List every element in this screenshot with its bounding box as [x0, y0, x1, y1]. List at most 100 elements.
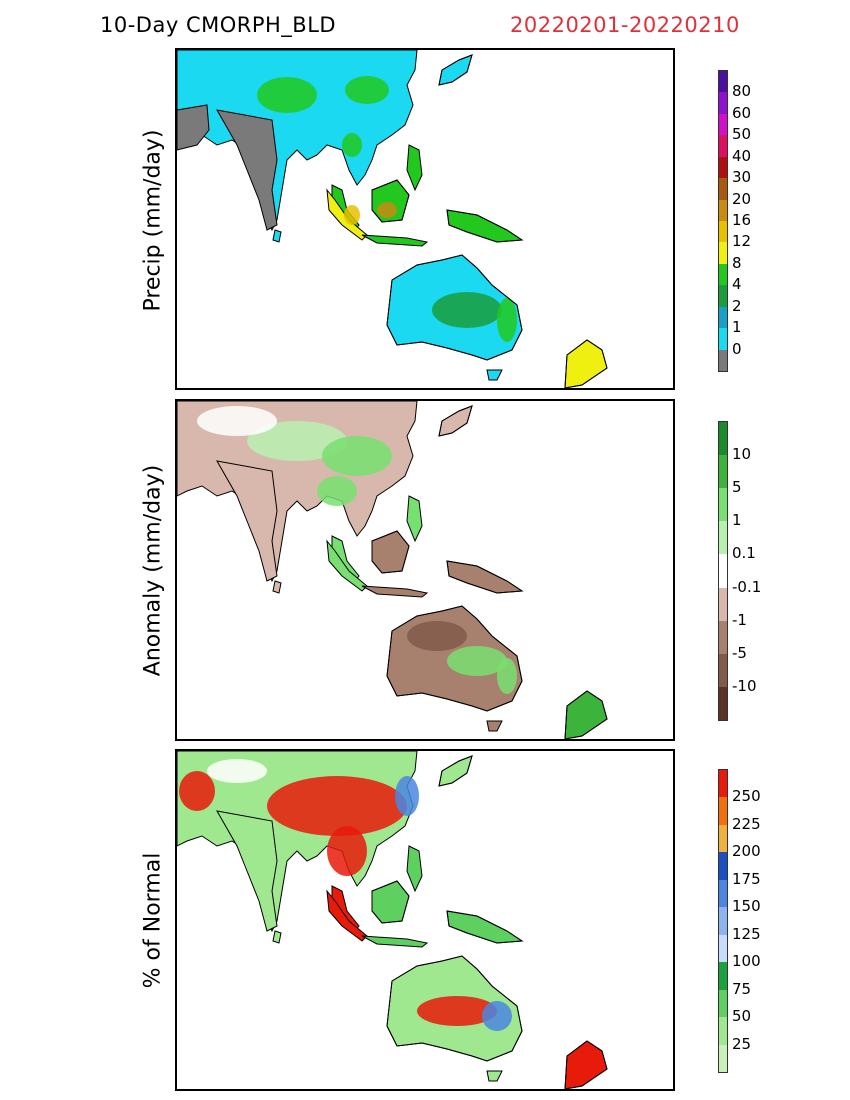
coastline-nz [564, 1040, 608, 1089]
precip-region [257, 77, 317, 113]
landmass-sumatra [326, 539, 368, 592]
map-title: 10-Day CMORPH_BLD [100, 13, 337, 37]
anomaly-map-canvas [177, 401, 673, 739]
colorbar-label: 50 [732, 1007, 752, 1026]
colorbar-segment [719, 349, 727, 371]
precip-region [482, 1001, 512, 1031]
colorbar-label: 1 [732, 511, 742, 530]
coastline-borneo [371, 880, 410, 924]
precip-region [407, 621, 467, 651]
coastline-borneo [371, 530, 410, 574]
colorbar-segment [719, 989, 727, 1018]
colorbar-label: 0.1 [732, 544, 756, 563]
colorbar-label: 12 [732, 232, 752, 251]
colorbar-segment [719, 686, 727, 720]
precip-ylabel: Precip (mm/day) [140, 129, 166, 312]
colorbar-label: 125 [732, 924, 761, 943]
colorbar-segment [719, 554, 727, 588]
precip-region [377, 202, 397, 218]
colorbar-label: 10 [732, 445, 752, 464]
colorbar-segment [719, 221, 727, 243]
anomaly-ylabel: Anomaly (mm/day) [140, 464, 166, 677]
landmass-java [361, 234, 429, 247]
precip-region [395, 776, 419, 816]
colorbar-label: 16 [732, 211, 752, 229]
colorbar-segment [719, 907, 727, 935]
colorbar-label: 40 [732, 146, 752, 165]
coastline-australia [386, 605, 523, 712]
colorbar-segment [719, 71, 727, 93]
landmass-tasmania [486, 1070, 503, 1082]
coastline-borneo [371, 179, 410, 223]
colorbar-segment [719, 521, 727, 555]
colorbar-label: 2 [732, 296, 742, 315]
precip-map-canvas [177, 50, 673, 388]
landmass-india [216, 810, 278, 932]
colorbar-label: 4 [732, 275, 742, 294]
landmass-arabia [177, 104, 210, 151]
colorbar-segment [719, 92, 727, 114]
precip-region [207, 759, 267, 783]
precip-region [345, 76, 389, 104]
colorbar-segment [719, 156, 727, 179]
landmass-sumatra [326, 188, 368, 241]
precip-region [447, 646, 507, 676]
anomaly-colorbar [718, 421, 728, 721]
colorbar-label: 200 [732, 842, 761, 861]
colorbar-label: 30 [732, 168, 752, 187]
colorbar-segment [719, 285, 727, 307]
precip-region [322, 436, 392, 476]
landmass-sumatra [326, 889, 368, 942]
colorbar-segment [719, 587, 727, 621]
precip-region [317, 476, 357, 506]
precip-colorbar [718, 70, 728, 372]
colorbar-label: 5 [732, 478, 742, 497]
percent-map [175, 749, 675, 1091]
colorbar-label: 250 [732, 787, 761, 806]
coastline-nz [564, 339, 608, 388]
date-range: 20220201-20220210 [510, 13, 740, 37]
landmass-india [216, 109, 278, 231]
precip-map [175, 48, 675, 390]
landmass-philippines [406, 495, 423, 543]
colorbar-segment [719, 199, 727, 221]
landmass-srilanka [272, 229, 282, 243]
colorbar-label: 150 [732, 897, 761, 916]
precip-region [344, 205, 360, 225]
coastline-png [446, 910, 524, 944]
precip-region [432, 292, 502, 328]
colorbar-segment [719, 879, 727, 908]
coastline-australia [386, 955, 523, 1062]
landmass-philippines [406, 144, 423, 192]
precip-region [179, 771, 215, 811]
colorbar-label: 80 [732, 82, 752, 101]
colorbar-segment [719, 113, 727, 136]
colorbar-segment [719, 934, 727, 963]
colorbar-segment [719, 824, 727, 853]
colorbar-segment [719, 852, 727, 880]
coastline-japan [438, 755, 473, 787]
coastline-japan [438, 405, 473, 437]
colorbar-label: -10 [732, 676, 757, 695]
landmass-tasmania [486, 369, 503, 381]
colorbar-segment [719, 306, 727, 329]
precip-region [342, 133, 362, 157]
colorbar-segment [719, 455, 727, 489]
colorbar-label: 175 [732, 869, 761, 888]
percent-map-canvas [177, 751, 673, 1089]
colorbar-segment [719, 488, 727, 522]
colorbar-label: 20 [732, 189, 752, 208]
precip-region [497, 658, 517, 694]
colorbar-segment [719, 797, 727, 825]
precip-region [417, 996, 497, 1026]
colorbar-label: 8 [732, 253, 742, 272]
colorbar-label: -0.1 [732, 577, 762, 596]
coastline-png [446, 560, 524, 594]
colorbar-label: 75 [732, 979, 752, 998]
colorbar-label: -1 [732, 610, 747, 629]
colorbar-segment [719, 242, 727, 264]
colorbar-label: -5 [732, 643, 747, 662]
coastline-png [446, 209, 524, 243]
landmass-india [216, 460, 278, 582]
colorbar-label: 60 [732, 103, 752, 122]
